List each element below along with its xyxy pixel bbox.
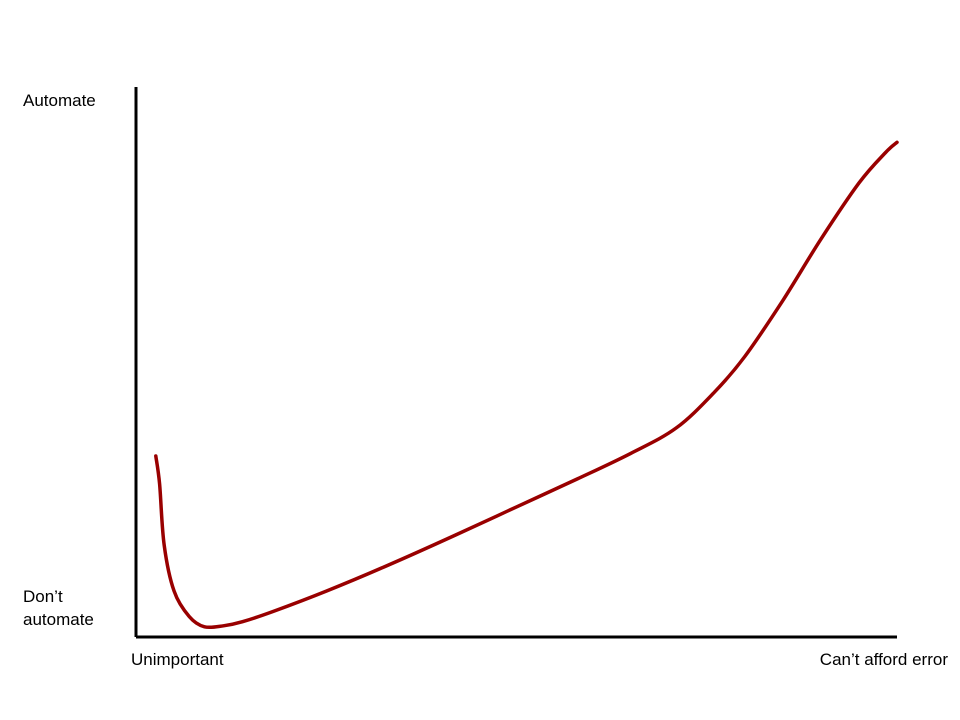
y-tick-label-bottom-line2: automate (23, 610, 94, 629)
series-layer (154, 140, 899, 630)
series-line-0 (154, 140, 899, 630)
y-tick-label-bottom-line1: Don’t (23, 587, 63, 606)
x-tick-label-left: Unimportant (131, 650, 224, 669)
y-tick-label-bottom: Don’t automate (23, 587, 94, 629)
x-tick-label-right: Can’t afford error (820, 650, 949, 669)
y-tick-label-top: Automate (23, 91, 96, 110)
